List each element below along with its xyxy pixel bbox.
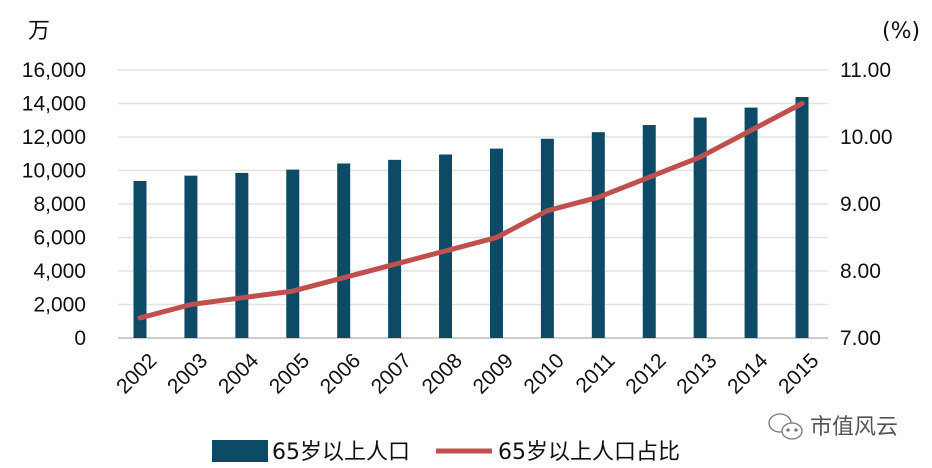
left-tick-label: 8,000	[33, 193, 86, 216]
left-tick-label: 6,000	[33, 227, 86, 250]
bar	[286, 169, 300, 338]
left-tick-label: 10,000	[22, 160, 86, 183]
left-axis-unit: 万	[28, 19, 50, 44]
right-tick-label: 10.00	[840, 126, 893, 149]
bar	[388, 159, 402, 338]
bar	[795, 97, 809, 338]
legend-bar-swatch	[212, 440, 268, 462]
legend: 65岁以上人口 65岁以上人口占比	[212, 440, 680, 465]
bar	[337, 163, 351, 338]
x-tick-label: 2003	[163, 349, 212, 398]
x-tick-label: 2014	[723, 349, 773, 399]
x-tick-label: 2013	[672, 349, 721, 398]
bar	[235, 172, 249, 338]
x-tick-label: 2002	[112, 349, 161, 398]
x-axis: 2002 2003 2004 2005 2006 2007 2008 2009 2010 2011…	[112, 349, 823, 399]
bar	[693, 117, 707, 338]
legend-bar-label: 65岁以上人口	[272, 440, 410, 465]
wechat-icon	[768, 413, 803, 440]
bar	[744, 107, 758, 338]
left-tick-label: 12,000	[22, 126, 86, 149]
right-tick-label: 9.00	[840, 193, 881, 216]
x-tick-label: 2009	[469, 349, 518, 398]
right-axis: 7.00 8.00 9.00 10.00 11.00	[840, 59, 893, 350]
x-tick-label: 2007	[367, 349, 416, 398]
left-tick-label: 2,000	[33, 294, 86, 317]
right-tick-label: 11.00	[840, 59, 891, 82]
left-tick-label: 16,000	[22, 59, 86, 82]
right-axis-unit: (%)	[882, 19, 920, 44]
left-tick-label: 4,000	[33, 260, 86, 283]
watermark: 市值风云	[768, 413, 898, 440]
left-axis: 0 2,000 4,000 6,000 8,000 10,000 12,000 14,000 1…	[22, 59, 86, 350]
x-tick-label: 2012	[621, 349, 670, 398]
x-tick-label: 2006	[316, 349, 365, 398]
bar	[591, 132, 605, 338]
watermark-text: 市值风云	[810, 415, 898, 440]
x-tick-label: 2008	[418, 349, 467, 398]
line-series	[137, 101, 805, 321]
x-tick-label: 2010	[520, 349, 569, 398]
left-tick-label: 14,000	[22, 93, 86, 116]
bar-series	[133, 97, 809, 338]
bar	[540, 138, 554, 338]
bar	[489, 148, 503, 338]
bar	[184, 175, 198, 338]
right-tick-label: 7.00	[840, 327, 881, 350]
x-tick-label: 2015	[774, 349, 823, 398]
bar	[133, 180, 147, 338]
legend-line-label: 65岁以上人口占比	[498, 440, 680, 465]
right-tick-label: 8.00	[840, 260, 881, 283]
x-tick-label: 2011	[572, 349, 620, 397]
bar	[439, 154, 453, 338]
x-tick-label: 2005	[265, 349, 314, 398]
left-tick-label: 0	[74, 327, 86, 350]
x-tick-label: 2004	[214, 349, 264, 399]
bar	[642, 125, 656, 338]
